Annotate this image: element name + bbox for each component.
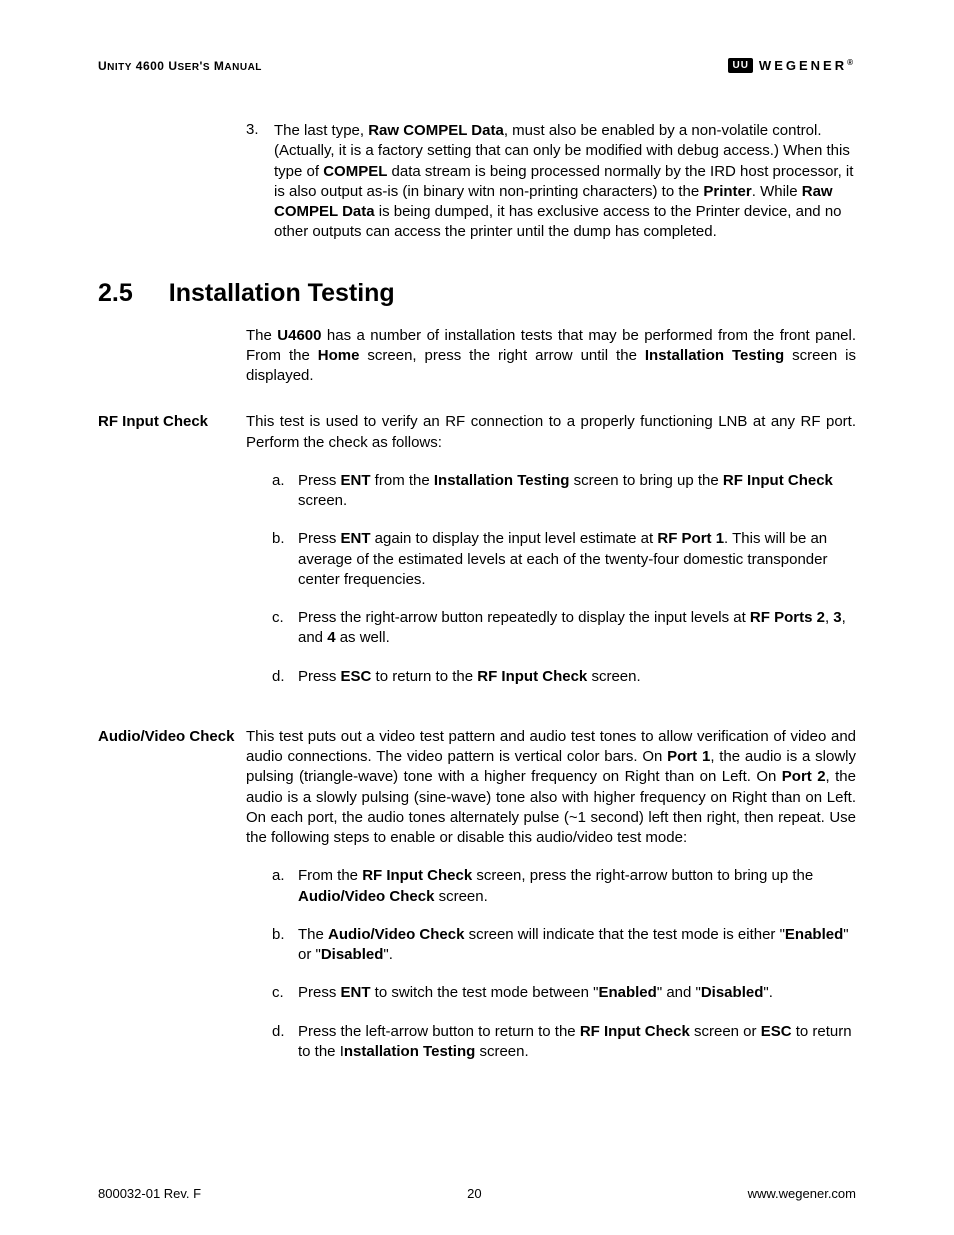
av-lead: This test puts out a video test pattern … — [246, 727, 856, 849]
rf-step-a: a. Press ENT from the Installation Testi… — [272, 471, 856, 512]
rf-step-b: b. Press ENT again to display the input … — [272, 529, 856, 590]
list-text: The last type, Raw COMPEL Data, must als… — [274, 121, 856, 243]
logo-text: WEGENER® — [759, 58, 856, 73]
footer-page-number: 20 — [467, 1186, 481, 1201]
manual-title: UNITY 4600 USER'S MANUAL — [98, 59, 262, 73]
section-intro: The U4600 has a number of installation t… — [246, 326, 856, 387]
audio-video-check-section: Audio/Video Check This test puts out a v… — [98, 727, 856, 1080]
wegener-logo: UU WEGENER® — [728, 58, 856, 73]
section-number: 2.5 — [98, 279, 133, 308]
av-step-b: b. The Audio/Video Check screen will ind… — [272, 925, 856, 966]
page-content: 3. The last type, Raw COMPEL Data, must … — [98, 121, 856, 1080]
rf-step-d: d. Press ESC to return to the RF Input C… — [272, 667, 856, 687]
section-heading: 2.5 Installation Testing — [98, 279, 856, 308]
footer-left: 800032-01 Rev. F — [98, 1186, 201, 1201]
footer-right: www.wegener.com — [748, 1186, 856, 1201]
av-step-d: d. Press the left-arrow button to return… — [272, 1022, 856, 1063]
rf-label: RF Input Check — [98, 412, 246, 705]
list-number: 3. — [246, 121, 274, 243]
av-step-c: c. Press ENT to switch the test mode bet… — [272, 983, 856, 1003]
page-footer: 800032-01 Rev. F 20 www.wegener.com — [98, 1186, 856, 1201]
av-step-a: a. From the RF Input Check screen, press… — [272, 866, 856, 907]
section-title: Installation Testing — [169, 279, 395, 308]
rf-step-c: c. Press the right-arrow button repeated… — [272, 608, 856, 649]
page-header: UNITY 4600 USER'S MANUAL UU WEGENER® — [98, 58, 856, 73]
rf-input-check-section: RF Input Check This test is used to veri… — [98, 412, 856, 705]
logo-badge-icon: UU — [728, 58, 752, 73]
list-item-3: 3. The last type, Raw COMPEL Data, must … — [246, 121, 856, 243]
av-label: Audio/Video Check — [98, 727, 246, 1080]
rf-lead: This test is used to verify an RF connec… — [246, 412, 856, 453]
